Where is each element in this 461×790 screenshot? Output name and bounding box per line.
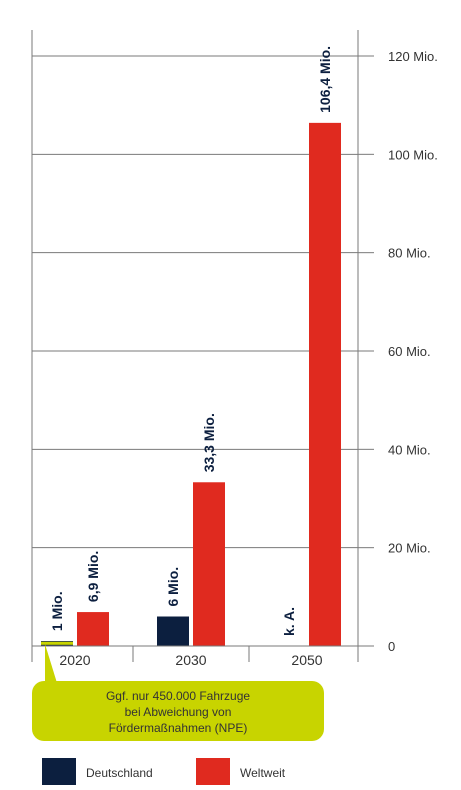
annotation-pointer <box>45 644 57 683</box>
y-tick-label-0: 0 <box>388 639 395 654</box>
annotation-line-3: Fördermaßnahmen (NPE) <box>109 721 248 735</box>
legend-label-weltweit: Weltweit <box>240 766 286 780</box>
x-tick-label-2050: 2050 <box>291 652 322 668</box>
bar-weltweit-2020 <box>77 612 109 646</box>
y-tick-label-80: 80 Mio. <box>388 246 431 261</box>
y-tick-label-20: 20 Mio. <box>388 541 431 556</box>
data-label-weltweit-2020: 6,9 Mio. <box>85 551 101 602</box>
legend-swatch-weltweit <box>196 758 230 786</box>
legend-swatch-deutschland <box>42 758 76 786</box>
data-label-deutschland-2030: 6 Mio. <box>165 567 181 607</box>
y-tick-label-60: 60 Mio. <box>388 344 431 359</box>
legend-label-deutschland: Deutschland <box>86 766 153 780</box>
annotation-line-1: Ggf. nur 450.000 Fahrzuge <box>106 689 250 703</box>
data-label-deutschland-2020: 1 Mio. <box>49 591 65 631</box>
y-tick-label-40: 40 Mio. <box>388 442 431 457</box>
bar-weltweit-2050 <box>309 122 341 646</box>
x-tick-label-2030: 2030 <box>175 652 206 668</box>
annotation-line-2: bei Abweichung von <box>125 705 232 719</box>
y-tick-label-120: 120 Mio. <box>388 49 438 64</box>
annotation-highlight-marker <box>41 641 73 645</box>
y-tick-label-100: 100 Mio. <box>388 147 438 162</box>
data-label-weltweit-2030: 33,3 Mio. <box>201 413 217 472</box>
x-tick-label-2020: 2020 <box>59 652 90 668</box>
bar-deutschland-2030 <box>157 616 189 646</box>
data-label-weltweit-2050: 106,4 Mio. <box>317 46 333 113</box>
annotation-box <box>32 681 324 741</box>
data-label-deutschland-2050: k. A. <box>281 607 297 636</box>
bar-weltweit-2030 <box>193 482 225 646</box>
